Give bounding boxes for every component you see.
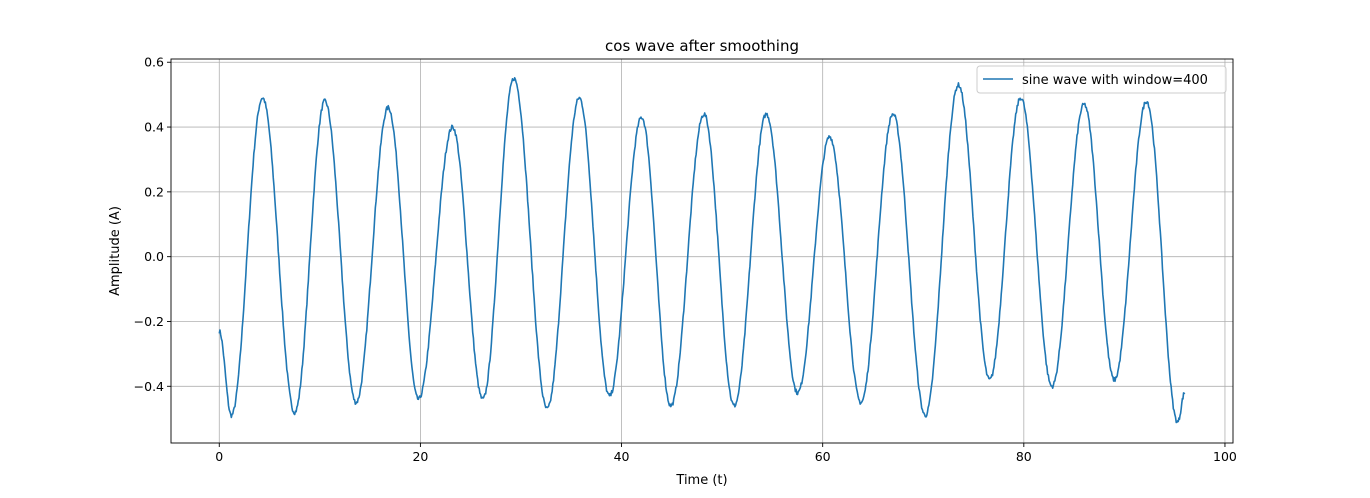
legend-box [976, 65, 1227, 94]
plot-area-frame [170, 58, 1234, 444]
x-tick-label: 100 [1213, 449, 1237, 464]
chart-title: cos wave after smoothing [605, 37, 799, 55]
series-layer [218, 77, 1186, 424]
y-tick-label: 0.6 [144, 55, 164, 70]
y-tick-label: 0.4 [144, 120, 164, 135]
legend: sine wave with window=400 [976, 65, 1227, 94]
legend-label: sine wave with window=400 [1022, 73, 1208, 88]
x-tick-label: 80 [1016, 449, 1032, 464]
y-axis-ticks: −0.4 −0.2 0.0 0.2 0.4 0.6 [134, 55, 171, 394]
grid [171, 59, 1233, 443]
x-tick-label: 20 [412, 449, 428, 464]
x-tick-label: 0 [215, 449, 223, 464]
x-axis-label: Time (t) [675, 473, 727, 488]
series-line-sine-wave [218, 77, 1186, 424]
x-axis-ticks: 0 20 40 60 80 100 [215, 443, 1237, 464]
y-tick-label: 0.2 [144, 184, 164, 199]
x-tick-label: 60 [815, 449, 831, 464]
y-tick-label: −0.2 [134, 314, 164, 329]
y-tick-label: −0.4 [134, 379, 164, 394]
y-axis-label: Amplitude (A) [108, 206, 123, 296]
x-tick-label: 40 [614, 449, 630, 464]
y-tick-label: 0.0 [144, 249, 164, 264]
